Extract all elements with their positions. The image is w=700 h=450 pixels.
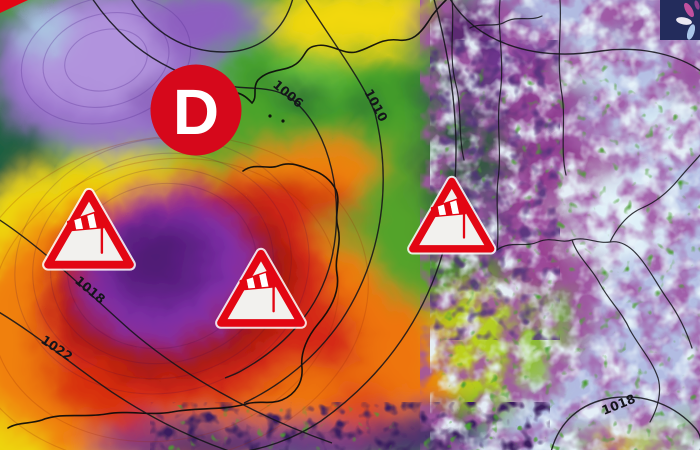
country-borders: [451, 0, 700, 423]
low-pressure-letter: D: [173, 76, 219, 148]
coastlines: [7, 0, 447, 429]
corner-accent: [0, 0, 28, 13]
logo-petals-icon: [676, 0, 700, 40]
low-pressure-marker: D: [150, 64, 242, 156]
low-pressure-circle: [150, 64, 242, 156]
brand-logo: [660, 0, 700, 40]
